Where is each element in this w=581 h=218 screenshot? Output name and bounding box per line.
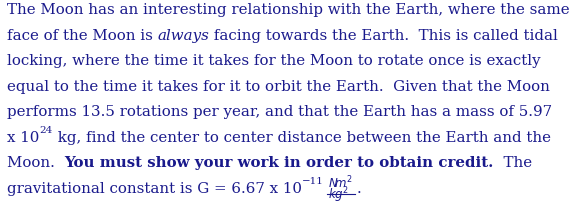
Text: facing towards the Earth.  This is called tidal: facing towards the Earth. This is called… xyxy=(210,29,558,43)
Text: locking, where the time it takes for the Moon to rotate once is exactly: locking, where the time it takes for the… xyxy=(7,54,540,68)
Text: gravitational constant is G = 6.67 x 10: gravitational constant is G = 6.67 x 10 xyxy=(7,182,302,196)
Text: $N\!m^2$: $N\!m^2$ xyxy=(328,174,354,191)
Text: performs 13.5 rotations per year, and that the Earth has a mass of 5.97: performs 13.5 rotations per year, and th… xyxy=(7,105,552,119)
Text: always: always xyxy=(157,29,210,43)
Text: The Moon has an interesting relationship with the Earth, where the same: The Moon has an interesting relationship… xyxy=(7,3,569,17)
Text: 24: 24 xyxy=(40,126,53,135)
Text: The: The xyxy=(494,156,532,170)
Text: You must show your work in order to obtain credit.: You must show your work in order to obta… xyxy=(64,156,494,170)
Text: .: . xyxy=(357,182,361,196)
Text: Moon.: Moon. xyxy=(7,156,64,170)
Text: $kg^2$: $kg^2$ xyxy=(328,185,350,204)
Text: x 10: x 10 xyxy=(7,131,40,145)
Text: −11: −11 xyxy=(302,177,324,186)
Text: kg, find the center to center distance between the Earth and the: kg, find the center to center distance b… xyxy=(53,131,551,145)
Text: face of the Moon is: face of the Moon is xyxy=(7,29,157,43)
Text: equal to the time it takes for it to orbit the Earth.  Given that the Moon: equal to the time it takes for it to orb… xyxy=(7,80,550,94)
